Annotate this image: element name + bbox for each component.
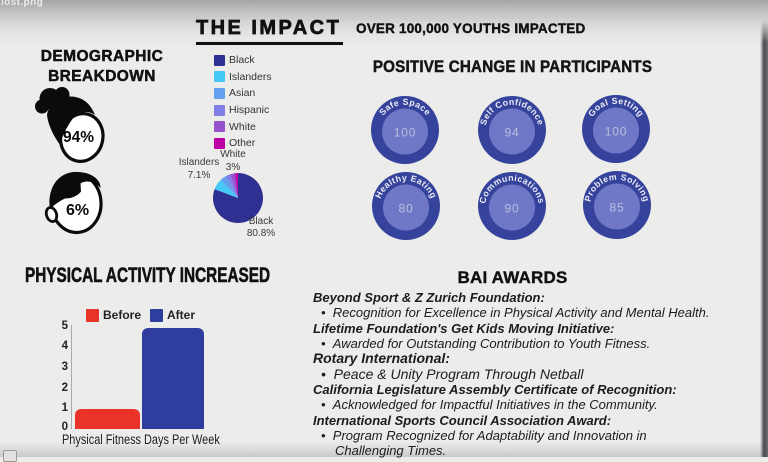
svg-text:94%: 94% — [63, 129, 94, 146]
svg-text:6%: 6% — [66, 202, 89, 219]
svg-text:80: 80 — [398, 201, 413, 215]
svg-text:100: 100 — [605, 124, 627, 138]
svg-text:90: 90 — [505, 201, 520, 215]
svg-text:85: 85 — [610, 201, 625, 215]
svg-text:94: 94 — [505, 125, 520, 139]
svg-text:100: 100 — [393, 126, 415, 140]
